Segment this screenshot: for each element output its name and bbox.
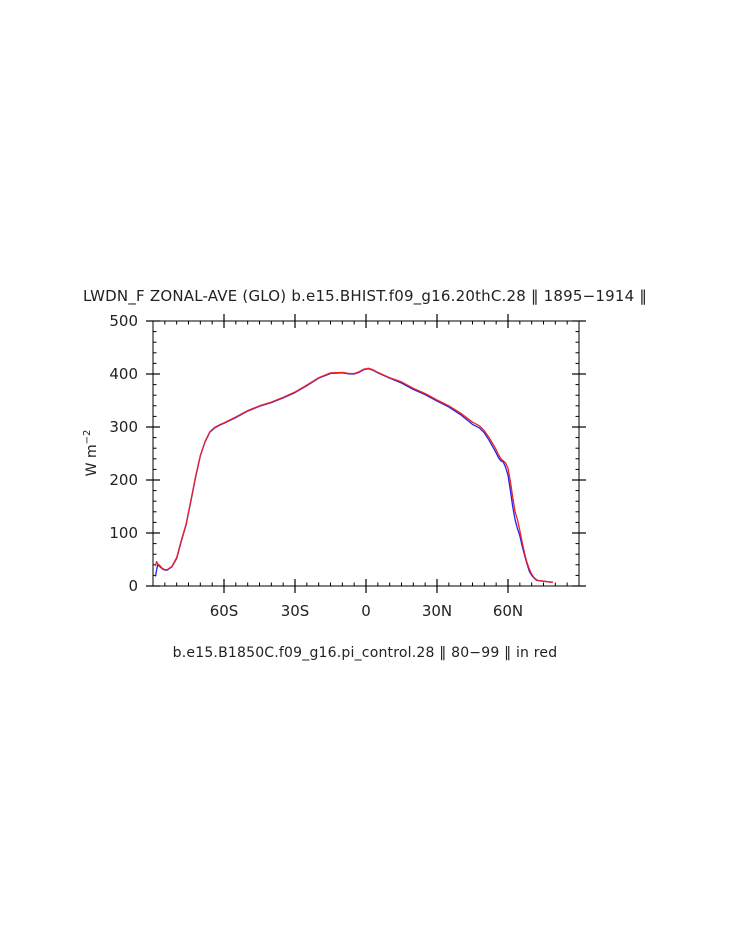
y-axis-label: W m−2: [82, 430, 100, 477]
chart-subtitle: b.e15.B1850C.f09_g16.pi_control.28 ‖ 80−…: [173, 645, 558, 661]
y-tick-label: 200: [109, 471, 138, 489]
plot-frame: [152, 320, 580, 587]
plot-area: [154, 367, 554, 583]
chart-title: LWDN_F ZONAL-AVE (GLO) b.e15.BHIST.f09_g…: [83, 287, 647, 306]
x-tick-label: 60N: [493, 602, 523, 620]
y-tick-label: 300: [109, 418, 138, 436]
x-tick-label: 30N: [422, 602, 452, 620]
y-tick-label: 500: [109, 312, 138, 330]
axes: 60S 30S 0 30N 60N 0 100 200 300 400 500: [109, 312, 586, 620]
x-tick-label: 30S: [281, 602, 310, 620]
x-tick-label: 0: [361, 602, 371, 620]
y-axis-label-base: W m: [84, 444, 100, 476]
y-tick-label: 400: [109, 365, 138, 383]
y-tick-label: 0: [128, 577, 138, 595]
series-line-red: [154, 367, 554, 583]
x-tick-label: 60S: [210, 602, 239, 620]
y-tick-label: 100: [109, 524, 138, 542]
series-line-blue: [154, 368, 554, 583]
y-axis-label-exponent: −2: [82, 430, 93, 445]
